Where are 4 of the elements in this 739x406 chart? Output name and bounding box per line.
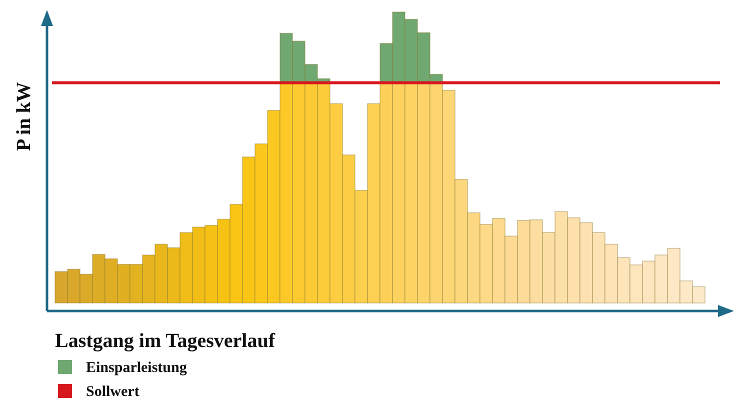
y-axis-title: P in kW <box>13 82 35 151</box>
legend-label: Einsparleistung <box>86 360 188 376</box>
x-axis-title: Lastgang im Tagesverlauf <box>55 330 276 352</box>
legend-label: Sollwert <box>86 384 140 400</box>
